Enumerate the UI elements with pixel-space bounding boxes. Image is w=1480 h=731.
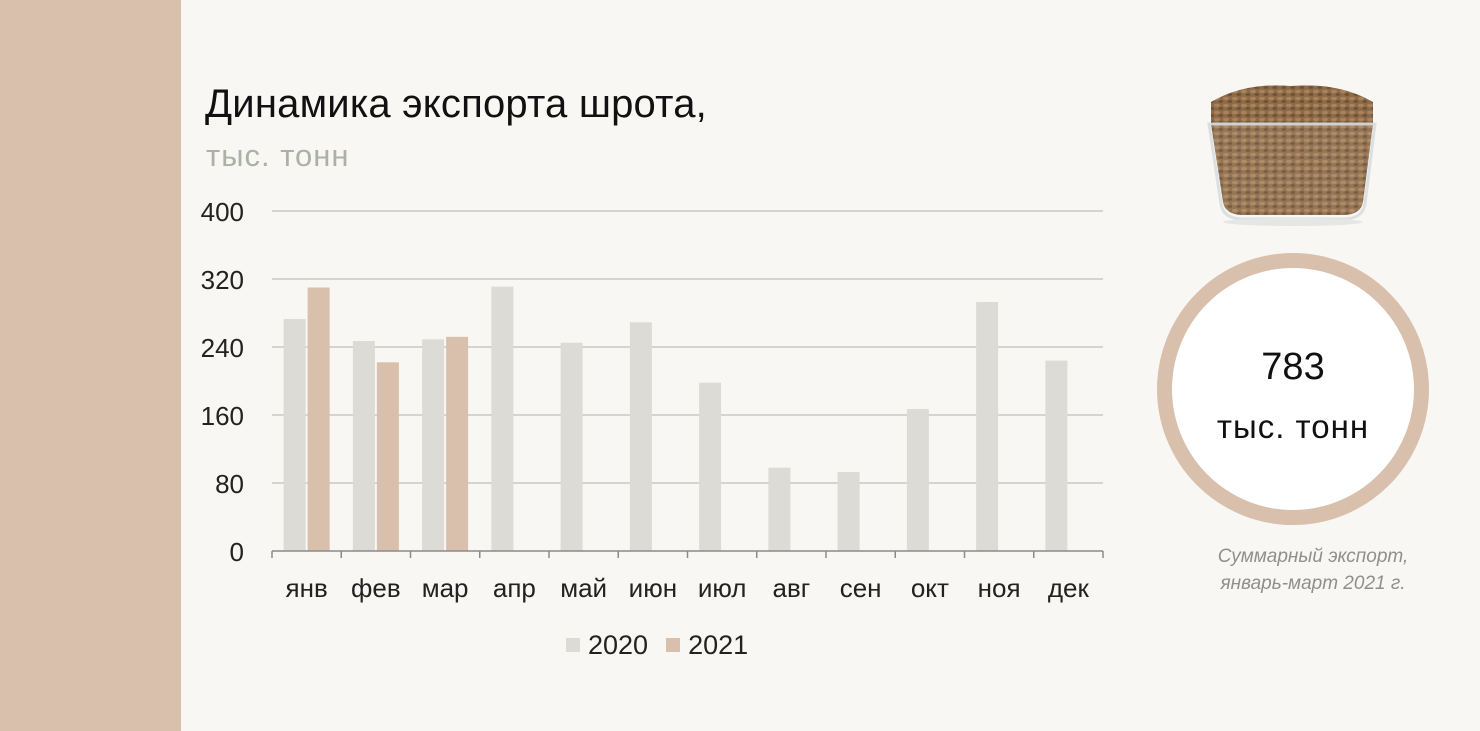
x-tick-label: окт [911, 573, 949, 603]
meal-pellets-bowl-icon [1207, 85, 1377, 226]
bar-2021-фев [376, 362, 399, 551]
y-tick-label: 0 [230, 537, 244, 567]
legend-item-2021: 2021 [666, 630, 748, 661]
x-tick-label: янв [286, 573, 328, 603]
caption-line-1: Суммарный экспорт, [1217, 546, 1409, 567]
side-accent-bar [0, 0, 181, 731]
bar-2020-дек [1045, 360, 1068, 551]
chart-subtitle: тыс. тонн [206, 138, 350, 173]
x-tick-label: сен [840, 573, 882, 603]
y-tick-label: 80 [215, 469, 244, 499]
y-tick-label: 160 [201, 401, 244, 431]
total-export-circle: 783 тыс. тонн [1157, 253, 1429, 525]
x-tick-label: июн [629, 573, 677, 603]
x-tick-label: ноя [978, 573, 1021, 603]
bar-2020-янв [283, 318, 306, 551]
bar-2020-окт [906, 409, 929, 551]
bar-2020-май [560, 342, 583, 551]
bar-2020-фев [352, 341, 375, 551]
x-tick-label: мар [422, 573, 469, 603]
total-export-unit: тыс. тонн [1216, 408, 1370, 445]
caption-line-2: январь-март 2021 г. [1220, 573, 1406, 594]
y-tick-label: 240 [201, 333, 244, 363]
chart-legend: 2020 2021 [566, 628, 766, 662]
y-tick-label: 400 [201, 197, 244, 227]
legend-swatch-2021 [666, 638, 681, 652]
bar-2020-авг [768, 467, 791, 551]
y-tick-label: 320 [201, 265, 244, 295]
bar-chart: 0 80 160 240 320 400 янв фев мар апр май июн июл авг с… [201, 197, 1104, 603]
bar-2020-сен [837, 471, 860, 551]
bar-2020-апр [491, 286, 514, 551]
x-tick-label: авг [772, 573, 810, 603]
bar-2021-янв [307, 287, 330, 551]
x-tick-label: июл [698, 573, 747, 603]
total-export-value: 783 [1261, 346, 1325, 388]
bar-2020-июн [629, 322, 652, 551]
bar-2020-мар [422, 339, 445, 551]
legend-swatch-2020 [566, 638, 580, 652]
legend-label-2021: 2021 [688, 629, 749, 660]
bar-2020-ноя [976, 301, 999, 551]
bar-2021-мар [446, 336, 469, 551]
total-export-caption: Суммарный экспорт, январь-март 2021 г. [1160, 543, 1466, 597]
bar-2020-июл [699, 382, 722, 551]
x-tick-label: фев [351, 573, 401, 603]
legend-item-2020: 2020 [566, 630, 648, 661]
chart-title: Динамика экспорта шрота, [205, 82, 707, 126]
x-tick-label: май [560, 573, 607, 603]
legend-label-2020: 2020 [588, 629, 649, 660]
x-tick-label: апр [493, 573, 536, 603]
x-tick-label: дек [1048, 573, 1090, 603]
